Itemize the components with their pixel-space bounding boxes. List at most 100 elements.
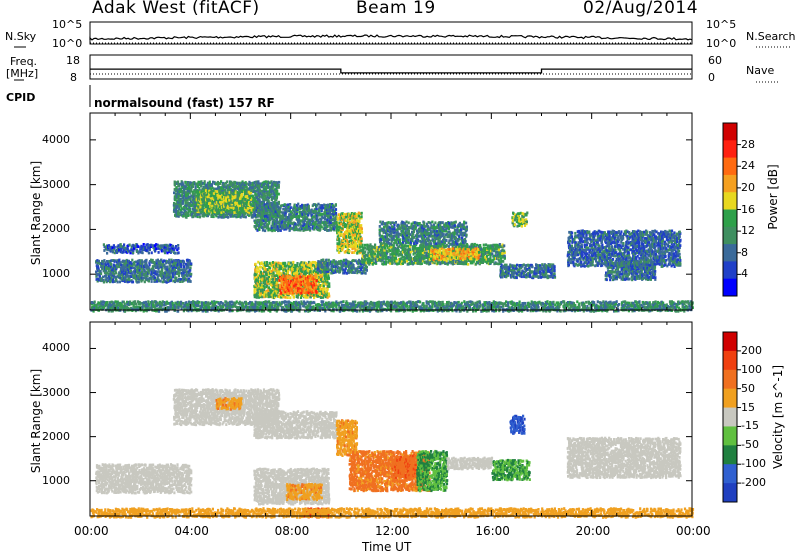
- power-cell-3: [200, 195, 203, 199]
- power-cell-9: [397, 249, 400, 252]
- power-cell-3: [219, 195, 222, 198]
- power-ytick-label: 4000: [42, 132, 70, 146]
- power-cell-4: [314, 223, 317, 226]
- power-cell-5: [294, 263, 297, 267]
- power-cell-0: [188, 277, 191, 281]
- cpid-label: CPID: [6, 91, 36, 104]
- power-cell-3: [198, 194, 201, 198]
- power-cell-4: [260, 216, 263, 220]
- power-cell-2: [187, 181, 190, 185]
- power-cell-7: [323, 262, 326, 265]
- power-cell-2: [180, 187, 183, 191]
- power-cell-3: [211, 193, 215, 197]
- power-cell-5: [276, 274, 279, 277]
- power-cell-0: [119, 272, 122, 276]
- power-cell-4: [268, 202, 271, 206]
- power-cell-2: [185, 211, 188, 214]
- power-cell-4: [283, 203, 286, 206]
- power-cell-2: [186, 212, 189, 215]
- power-cell-6: [303, 289, 306, 293]
- power-cell-2: [263, 197, 266, 201]
- power-cell-4: [315, 209, 318, 213]
- power-cell-4: [314, 214, 317, 217]
- power-cell-2: [255, 180, 258, 184]
- power-cell-0: [102, 262, 105, 266]
- power-cell-4: [270, 224, 273, 228]
- power-cell-2: [188, 189, 191, 193]
- power-cell-0: [164, 265, 167, 269]
- power-cell-3: [197, 205, 200, 209]
- power-cell-3: [195, 198, 198, 202]
- power-cell-2: [262, 183, 265, 186]
- power-cell-5: [259, 265, 262, 269]
- power-cell-4: [262, 210, 265, 213]
- power-cell-8: [360, 224, 363, 227]
- power-cell-5: [279, 262, 282, 265]
- power-cell-4: [329, 203, 332, 206]
- power-cell-0: [109, 273, 112, 277]
- power-cell-5: [304, 273, 307, 276]
- power-cell-7: [342, 258, 346, 262]
- power-cell-3: [236, 199, 239, 202]
- power-cell-3: [209, 198, 212, 201]
- power-cell-4: [292, 208, 295, 212]
- power-cell-3: [200, 197, 204, 201]
- power-cell-2: [227, 184, 230, 188]
- power-cell-0: [178, 266, 181, 270]
- power-cell-4: [276, 225, 279, 228]
- power-cell-4: [320, 225, 323, 229]
- power-cell-4: [328, 205, 331, 209]
- power-cell-4: [271, 227, 274, 230]
- power-cell-0: [96, 259, 99, 262]
- power-cell-4: [328, 214, 331, 218]
- power-cell-4: [300, 203, 304, 207]
- power-cell-0: [139, 265, 142, 269]
- power-cell-5: [271, 269, 274, 273]
- power-cell-3: [212, 189, 216, 193]
- power-cell-2: [174, 197, 177, 200]
- power-cell-3: [244, 191, 247, 195]
- power-cell-0: [155, 259, 158, 263]
- power-cell-4: [330, 205, 333, 209]
- power-cell-4: [265, 209, 268, 212]
- power-cell-7: [352, 259, 355, 262]
- power-cell-5: [257, 291, 260, 295]
- power-cell-0: [96, 267, 99, 271]
- power-cell-0: [156, 279, 159, 283]
- power-cell-2: [187, 202, 190, 205]
- power-cell-0: [182, 262, 185, 266]
- power-cell-2: [265, 191, 268, 195]
- power-cell-0: [149, 268, 152, 272]
- power-cell-4: [274, 212, 277, 216]
- power-cell-4: [309, 228, 312, 232]
- power-cell-7: [345, 262, 348, 265]
- power-cell-5: [273, 282, 276, 285]
- power-cell-1: [177, 247, 180, 250]
- power-cell-5: [310, 280, 313, 284]
- power-cell-0: [177, 269, 180, 272]
- power-cell-5: [260, 270, 263, 274]
- power-cell-4: [264, 221, 267, 225]
- power-cell-5: [307, 263, 310, 267]
- power-cell-4: [333, 205, 336, 209]
- power-cell-3: [202, 204, 205, 208]
- power-cell-2: [191, 213, 194, 216]
- power-cell-5: [275, 264, 278, 268]
- power-cell-2: [192, 195, 195, 199]
- power-cell-1: [110, 245, 113, 249]
- power-cell-2: [196, 215, 199, 219]
- power-cell-4: [274, 210, 277, 214]
- power-cell-0: [118, 265, 121, 269]
- power-cell-3: [248, 192, 251, 195]
- power-cell-2: [205, 187, 208, 190]
- power-cell-3: [204, 189, 208, 192]
- power-cell-3: [225, 193, 228, 197]
- power-cell-2: [277, 192, 280, 196]
- power-cell-4: [254, 220, 257, 224]
- power-cell-3: [208, 193, 211, 196]
- power-cell-1: [162, 249, 165, 253]
- power-cell-2: [188, 195, 191, 199]
- power-cell-0: [163, 265, 166, 269]
- power-cell-2: [224, 181, 228, 185]
- power-cell-6: [288, 283, 291, 286]
